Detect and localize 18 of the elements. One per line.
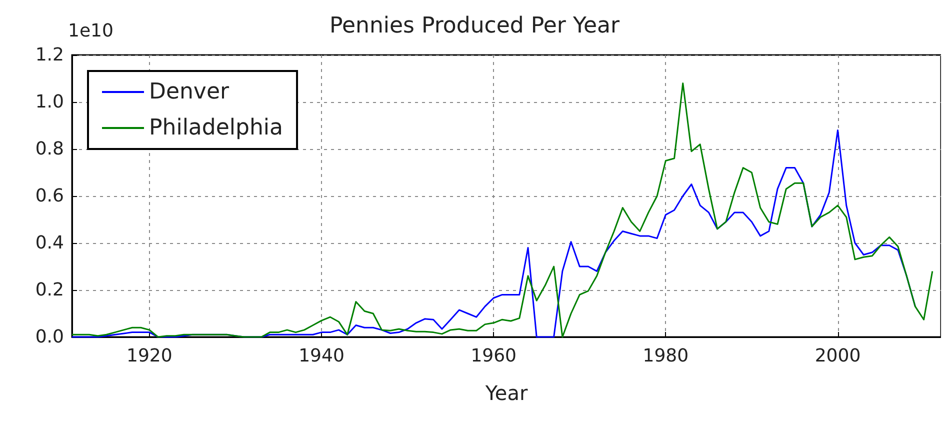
y-tick-label: 0.4	[35, 232, 64, 254]
x-tick-label: 1980	[642, 346, 689, 366]
y-tick-label: 1.0	[35, 92, 64, 112]
x-tick-label: 1960	[470, 346, 516, 366]
y-tick-label: 1.2	[35, 44, 64, 66]
x-tick-label: 1940	[298, 346, 344, 366]
x-tick-label: 2000	[814, 346, 861, 366]
legend-label: Philadelphia	[149, 116, 284, 140]
y-tick-label: 0.2	[35, 280, 64, 300]
line-series	[71, 82, 934, 338]
text: 1e10	[68, 20, 114, 42]
y-tick-label: 0.6	[35, 186, 64, 206]
x-tick-label: 1920	[126, 346, 172, 366]
legend-label: Denver	[149, 80, 230, 104]
x-axis-title: Year	[484, 381, 528, 405]
chart-title: Pennies Produced Per Year	[329, 14, 620, 38]
y-tick-label: 0.8	[35, 138, 64, 160]
y-tick-label: 0.0	[35, 326, 64, 348]
